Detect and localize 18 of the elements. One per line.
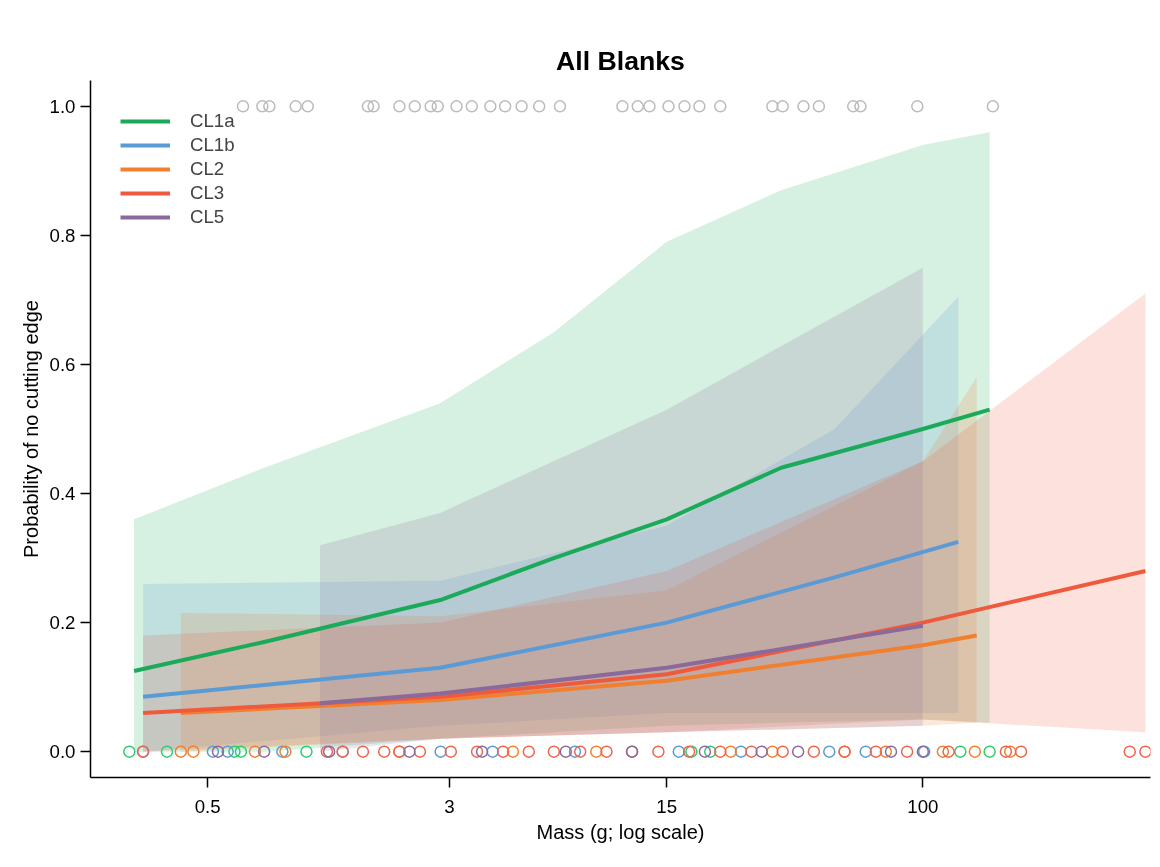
y-tick-label: 0.6	[49, 353, 76, 375]
y-tick-label: 1.0	[49, 95, 76, 117]
y-tick-label: 0.4	[49, 483, 76, 505]
y-axis-title: Probability of no cutting edge	[19, 300, 42, 558]
chart-title: All Blanks	[556, 45, 685, 76]
legend-label: CL3	[190, 182, 225, 204]
legend-label: CL5	[190, 206, 225, 228]
legend-label: CL1b	[190, 134, 235, 156]
x-tick-label: 15	[656, 795, 678, 817]
x-axis-title: Mass (g; log scale)	[536, 820, 705, 843]
y-tick-label: 0.2	[49, 612, 76, 634]
x-tick-label: 0.5	[194, 795, 221, 817]
x-tick-label: 3	[444, 795, 455, 817]
y-tick-label: 0.8	[49, 224, 76, 246]
legend-label: CL2	[190, 158, 225, 180]
legend-label: CL1a	[190, 110, 235, 132]
y-tick-label: 0.0	[49, 741, 76, 763]
x-tick-label: 100	[907, 795, 939, 817]
